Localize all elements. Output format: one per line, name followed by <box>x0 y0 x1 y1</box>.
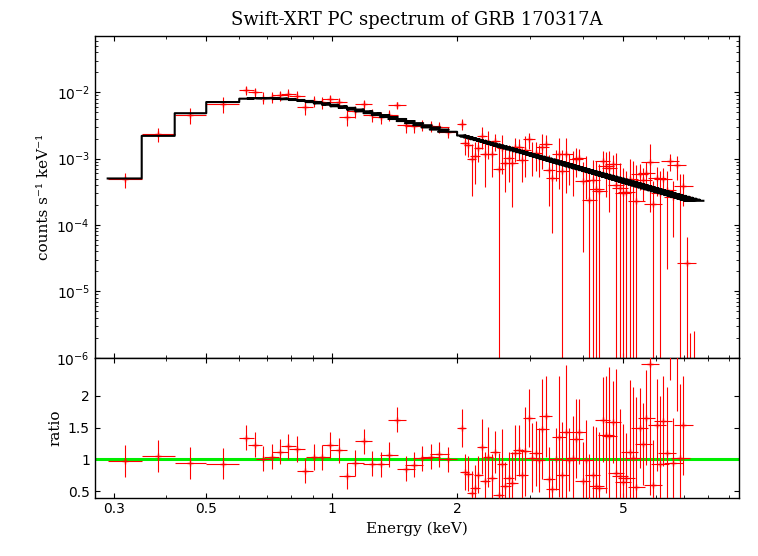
X-axis label: Energy (keV): Energy (keV) <box>366 522 468 537</box>
Y-axis label: ratio: ratio <box>49 409 62 446</box>
Y-axis label: counts s⁻¹ keV⁻¹: counts s⁻¹ keV⁻¹ <box>37 134 51 260</box>
Title: Swift-XRT PC spectrum of GRB 170317A: Swift-XRT PC spectrum of GRB 170317A <box>231 11 603 29</box>
